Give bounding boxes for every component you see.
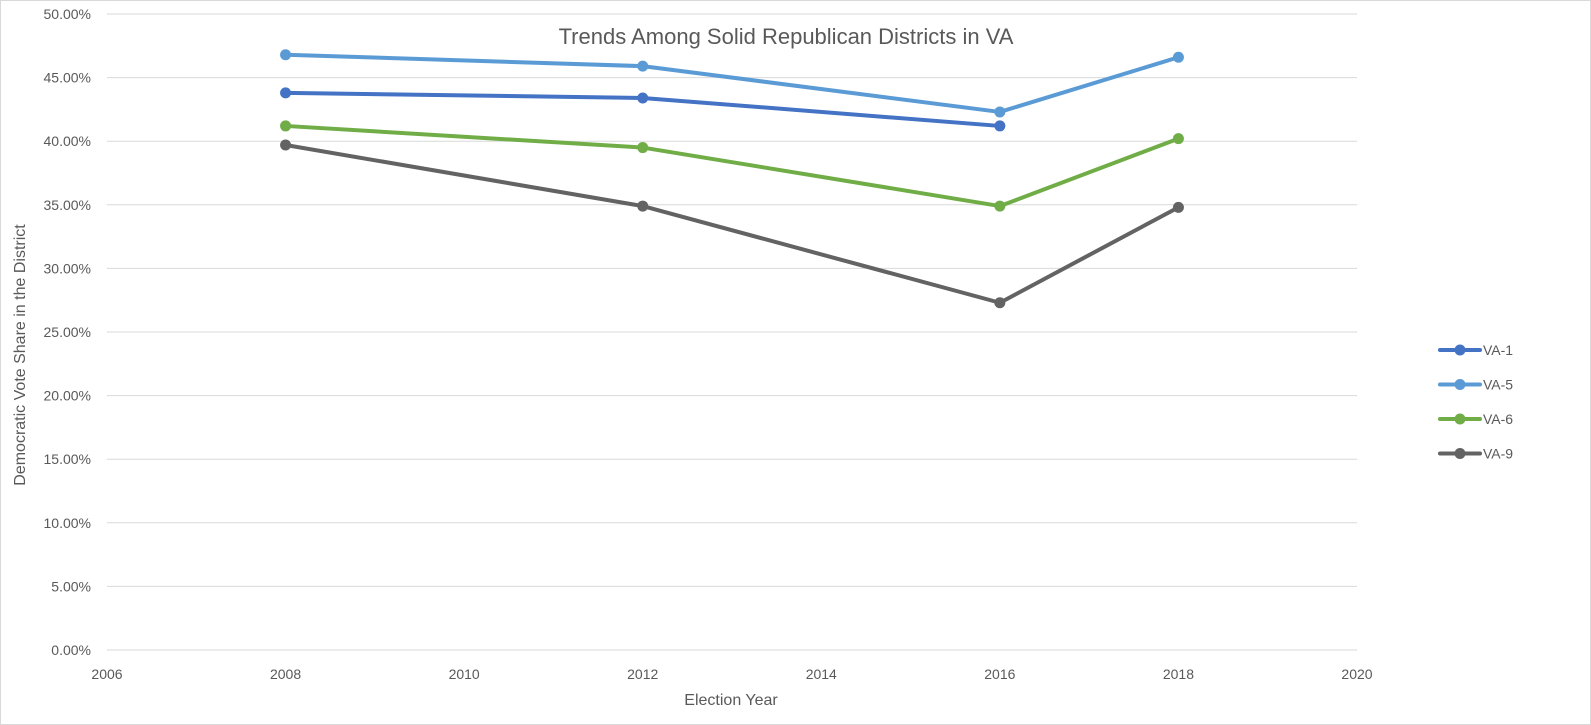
series-va-9 [280, 139, 1184, 309]
data-point [280, 120, 292, 132]
legend-label: VA-6 [1483, 411, 1513, 427]
x-tick-label: 2006 [91, 666, 122, 682]
data-point [1172, 201, 1184, 213]
y-tick-label: 50.00% [44, 6, 91, 22]
series-line [283, 123, 1181, 209]
legend-marker [1454, 344, 1466, 356]
data-point [1172, 133, 1184, 145]
data-point [280, 49, 292, 61]
legend-label: VA-5 [1483, 377, 1513, 393]
x-tick-label: 2010 [449, 666, 480, 682]
y-tick-label: 5.00% [51, 578, 91, 594]
x-tick-label: 2016 [984, 666, 1015, 682]
y-tick-label: 35.00% [44, 197, 91, 213]
legend-item: VA-1 [1438, 342, 1513, 358]
data-point [637, 142, 649, 154]
data-point [1172, 51, 1184, 63]
y-tick-label: 10.00% [44, 515, 91, 531]
series-va-5 [280, 49, 1184, 118]
x-tick-label: 2020 [1341, 666, 1372, 682]
x-tick-label: 2018 [1163, 666, 1194, 682]
data-point [280, 139, 292, 151]
chart-title: Trends Among Solid Republican Districts … [559, 24, 1014, 49]
series-va-6 [280, 120, 1184, 212]
y-tick-label: 45.00% [44, 70, 91, 86]
legend-item: VA-5 [1438, 377, 1513, 393]
x-tick-label: 2012 [627, 666, 658, 682]
legend-marker [1454, 448, 1466, 459]
data-point [994, 106, 1006, 118]
data-point [994, 200, 1006, 212]
series-layer [280, 49, 1184, 309]
gridlines [107, 13, 1357, 651]
x-tick-label: 2014 [806, 666, 837, 682]
y-tick-label: 20.00% [44, 388, 91, 404]
x-tick-label: 2008 [270, 666, 301, 682]
legend-marker [1454, 413, 1466, 425]
data-point [637, 92, 649, 104]
data-point [637, 60, 649, 72]
y-tick-label: 25.00% [44, 324, 91, 340]
legend: VA-1 VA-5 VA-6 VA-9 [1438, 342, 1513, 462]
y-tick-label: 0.00% [51, 642, 91, 658]
data-point [637, 200, 649, 212]
legend-label: VA-9 [1483, 446, 1513, 462]
series-line [283, 143, 1181, 305]
legend-item: VA-9 [1438, 446, 1513, 462]
legend-label: VA-1 [1483, 342, 1513, 358]
data-point [280, 87, 292, 99]
y-tick-label: 15.00% [44, 451, 91, 467]
legend-marker [1454, 379, 1466, 390]
data-point [994, 120, 1006, 132]
y-tick-label: 30.00% [44, 260, 91, 276]
legend-item: VA-6 [1438, 411, 1513, 427]
series-line [283, 52, 1181, 114]
x-axis-ticks: 2006 2008 2010 2012 2014 2016 2018 2020 [91, 666, 1372, 682]
series-va-1 [280, 87, 1006, 132]
x-axis-title: Election Year [684, 692, 778, 709]
y-axis-title: Democratic Vote Share in the District [12, 224, 29, 486]
y-axis-ticks: 0.00% 5.00% 10.00% 15.00% 20.00% 25.00% 30.00%… [44, 6, 91, 658]
y-tick-label: 40.00% [44, 133, 91, 149]
data-point [994, 297, 1006, 309]
